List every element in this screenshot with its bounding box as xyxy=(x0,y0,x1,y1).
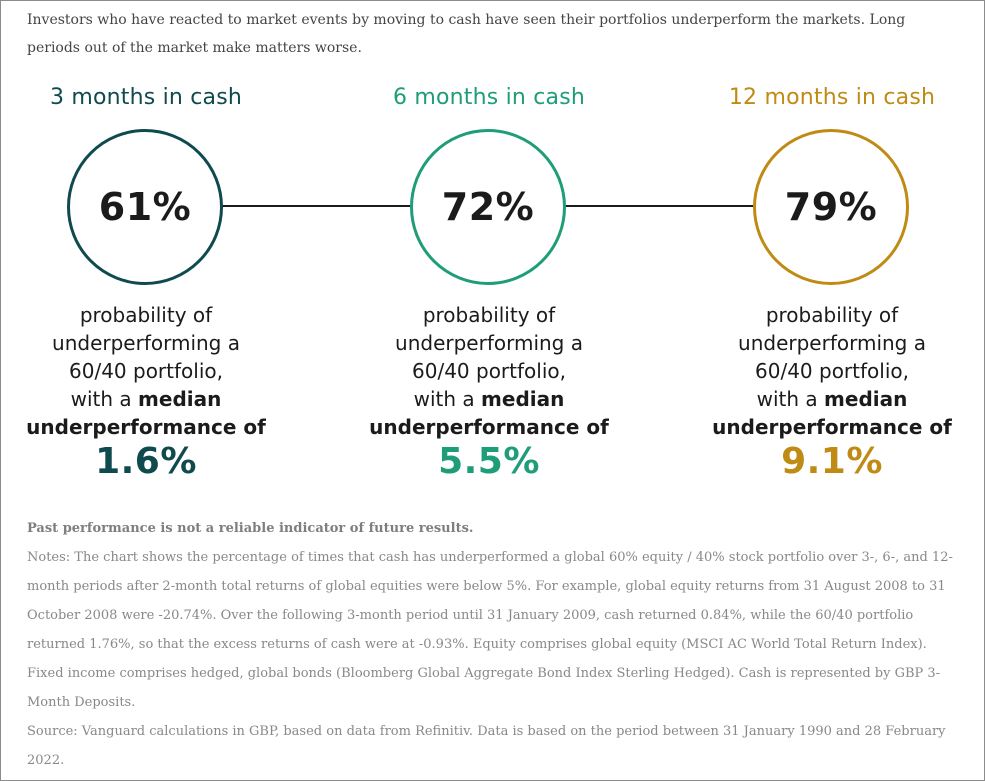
desc-line: probability of xyxy=(765,303,899,327)
desc-bold-line: underperformance of xyxy=(369,415,609,439)
column-title: 12 months in cash xyxy=(728,85,936,110)
probability-percent: 72% xyxy=(441,185,535,229)
desc-bold: median xyxy=(824,387,908,411)
desc-line-bold: underperformance of xyxy=(1,413,291,441)
desc-prefix: with a xyxy=(756,387,818,411)
notes-text: Notes: The chart shows the percentage of… xyxy=(27,550,953,710)
percent-circle: 61% xyxy=(67,129,223,285)
column-description: probability of underperforming a 60/40 p… xyxy=(687,301,977,441)
column-title: 3 months in cash xyxy=(49,85,243,110)
desc-line: underperforming a xyxy=(52,331,240,355)
desc-line: 60/40 portfolio, xyxy=(412,359,566,383)
column-title: 6 months in cash xyxy=(392,85,586,110)
desc-line: with a median xyxy=(1,385,291,413)
desc-bold: median xyxy=(138,387,222,411)
median-value: 9.1% xyxy=(781,441,883,482)
desc-line: probability of xyxy=(79,303,213,327)
connector-line-1 xyxy=(222,205,412,207)
desc-line: underperforming a xyxy=(395,331,583,355)
percent-circle: 79% xyxy=(753,129,909,285)
column-description: probability of underperforming a 60/40 p… xyxy=(344,301,634,441)
probability-percent: 61% xyxy=(98,185,192,229)
desc-line: with a median xyxy=(687,385,977,413)
cash-periods-graphic: 3 months in cash 61% probability of unde… xyxy=(1,1,985,501)
connector-line-2 xyxy=(565,205,755,207)
probability-percent: 79% xyxy=(784,185,878,229)
desc-bold: median xyxy=(481,387,565,411)
desc-bold-line: underperformance of xyxy=(712,415,952,439)
desc-line: underperforming a xyxy=(738,331,926,355)
column-12-months: 12 months in cash 79% probability of und… xyxy=(687,1,977,501)
desc-prefix: with a xyxy=(70,387,132,411)
desc-line-bold: underperformance of xyxy=(344,413,634,441)
desc-line: probability of xyxy=(422,303,556,327)
desc-bold-line: underperformance of xyxy=(26,415,266,439)
column-description: probability of underperforming a 60/40 p… xyxy=(1,301,291,441)
source-text: Source: Vanguard calculations in GBP, ba… xyxy=(27,724,946,768)
performance-disclaimer: Past performance is not a reliable indic… xyxy=(27,521,474,536)
column-6-months: 6 months in cash 72% probability of unde… xyxy=(344,1,634,501)
desc-line: with a median xyxy=(344,385,634,413)
median-value: 1.6% xyxy=(95,441,197,482)
desc-line-bold: underperformance of xyxy=(687,413,977,441)
column-3-months: 3 months in cash 61% probability of unde… xyxy=(1,1,291,501)
desc-line: 60/40 portfolio, xyxy=(755,359,909,383)
intro-text: Investors who have reacted to market eve… xyxy=(27,12,906,56)
footer-notes: Past performance is not a reliable indic… xyxy=(27,514,957,775)
percent-circle: 72% xyxy=(410,129,566,285)
desc-prefix: with a xyxy=(413,387,475,411)
median-value: 5.5% xyxy=(438,441,540,482)
desc-line: 60/40 portfolio, xyxy=(69,359,223,383)
